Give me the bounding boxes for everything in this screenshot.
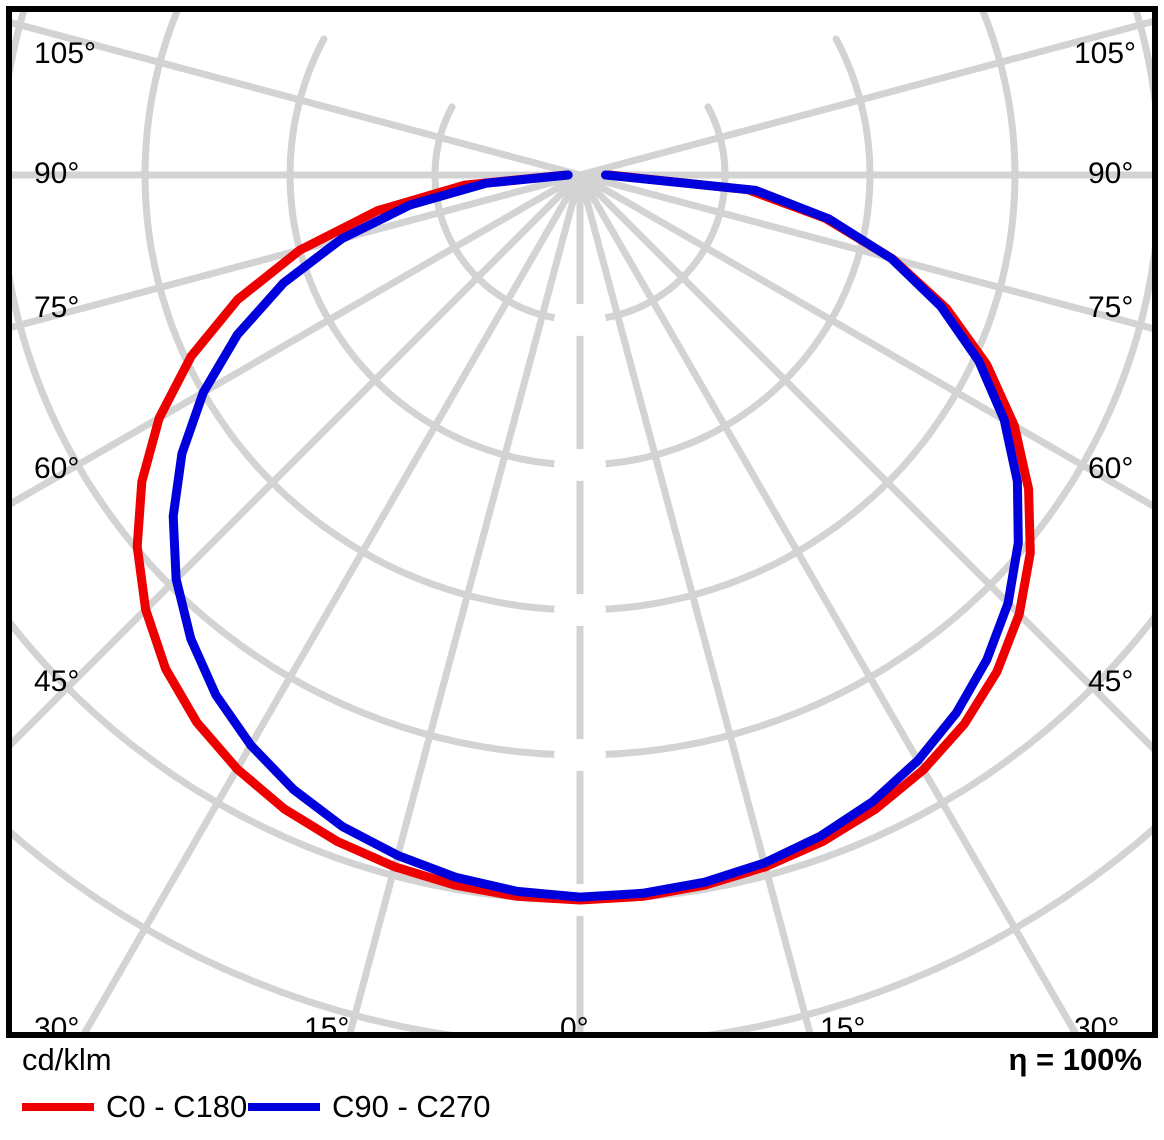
legend-item-c90-c270: C90 - C270 [248, 1089, 491, 1124]
legend-label-c90-c270: C90 - C270 [332, 1089, 491, 1124]
angle-label-left-60: 60° [34, 452, 80, 485]
angle-label-right-90: 90° [1088, 157, 1134, 190]
angle-label-bottom-left-30: 30° [34, 1012, 80, 1038]
legend-area [0, 1038, 1164, 1140]
angle-label-left-75: 75° [34, 291, 80, 324]
angle-label-right-60: 60° [1088, 452, 1134, 485]
angle-label-bottom-0: 0° [560, 1012, 589, 1038]
angle-label-bottom-left-15: 15° [304, 1012, 350, 1038]
angle-label-bottom-right-30: 30° [1074, 1012, 1120, 1038]
legend-label-c0-c180: C0 - C180 [106, 1089, 248, 1124]
angle-label-bottom-right-15: 15° [820, 1012, 866, 1038]
unit-label: cd/klm [22, 1042, 112, 1077]
angle-label-left-45: 45° [34, 665, 80, 698]
polar-plot [12, 12, 1152, 1032]
efficiency-label: η = 100% [1008, 1042, 1142, 1077]
series-curve-0 [132, 170, 1035, 905]
chart-frame: 105° 90° 75° 60° 45° 105° 90° 75° 60° 45… [6, 6, 1158, 1038]
legend-item-c0-c180: C0 - C180 [22, 1089, 248, 1124]
angle-label-left-90: 90° [34, 157, 80, 190]
angle-label-right-75: 75° [1088, 291, 1134, 324]
series-curve-1 [168, 170, 1023, 902]
angle-label-left-105: 105° [34, 37, 97, 70]
angle-label-right-45: 45° [1088, 665, 1134, 698]
angle-label-right-105: 105° [1074, 37, 1137, 70]
legend-swatch-c90-c270 [248, 1103, 320, 1111]
legend-swatch-c0-c180 [22, 1103, 94, 1111]
